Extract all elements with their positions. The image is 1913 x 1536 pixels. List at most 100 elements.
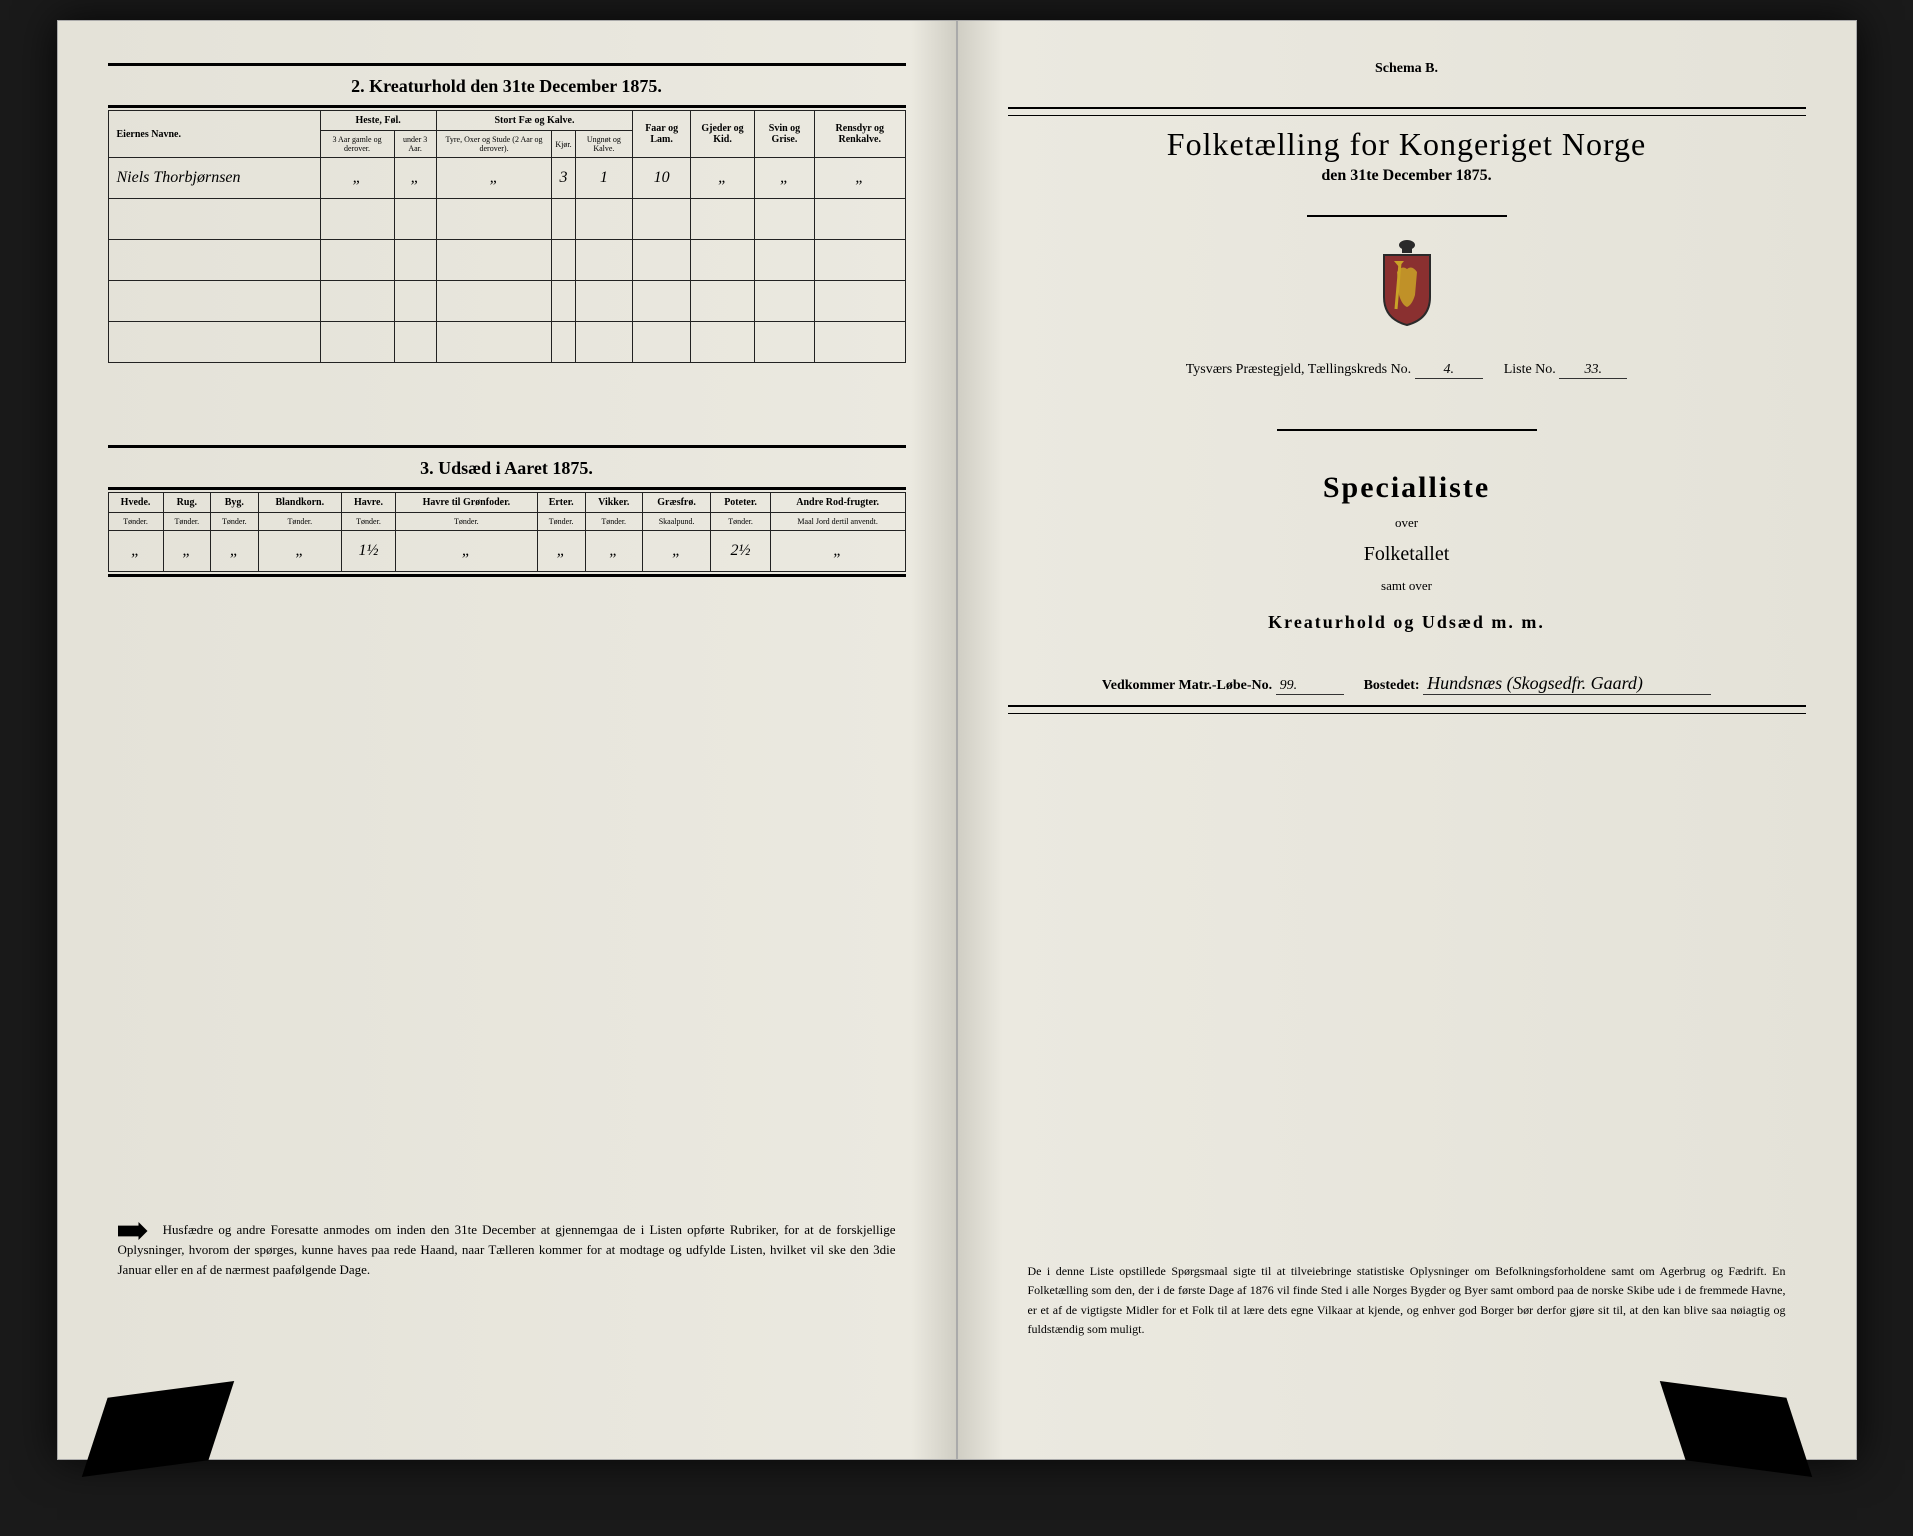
col: Vikker. [585, 493, 642, 513]
bosted-label: Bostedet: [1364, 678, 1420, 693]
binder-clip [81, 1381, 233, 1477]
rule [1008, 713, 1806, 714]
seed-unit-row: Tønder. Tønder. Tønder. Tønder. Tønder. … [108, 513, 905, 531]
unit: Tønder. [395, 513, 537, 531]
footer-text: Husfædre og andre Foresatte anmodes om i… [118, 1222, 896, 1277]
rule [108, 63, 906, 66]
right-page: Schema B. Folketælling for Kongeriget No… [957, 20, 1857, 1460]
unit: Tønder. [211, 513, 259, 531]
col-sheep: Faar og Lam. [633, 111, 691, 158]
coat-of-arms-icon [1008, 237, 1806, 332]
col-pigs: Svin og Grise. [754, 111, 814, 158]
col-reindeer: Rensdyr og Renkalve. [815, 111, 906, 158]
table-row [108, 199, 905, 240]
cell: „ [585, 531, 642, 572]
table-row: „ „ „ „ 1½ „ „ „ „ 2½ „ [108, 531, 905, 572]
unit: Tønder. [258, 513, 341, 531]
rule [1008, 705, 1806, 707]
census-title: Folketælling for Kongeriget Norge [1008, 126, 1806, 163]
unit: Skaalpund. [642, 513, 710, 531]
cell: „ [108, 531, 163, 572]
col: Græsfrø. [642, 493, 710, 513]
cell: „ [395, 531, 537, 572]
col: Hvede. [108, 493, 163, 513]
cell: „ [770, 531, 905, 572]
rule [1008, 107, 1806, 109]
table-row [108, 281, 905, 322]
table-row [108, 240, 905, 281]
col: Rug. [163, 493, 211, 513]
cell: „ [394, 158, 436, 199]
liste-label: Liste No. [1504, 362, 1556, 377]
section-2-title: 2. Kreaturhold den 31te December 1875. [108, 76, 906, 97]
specialliste-title: Specialliste [1008, 471, 1806, 505]
meta-line: Tysværs Præstegjeld, Tællingskreds No. 4… [1008, 362, 1806, 379]
sub-horses-1: 3 Aar gamle og derover. [320, 131, 394, 158]
right-footer-text: De i denne Liste opstillede Spørgsmaal s… [1028, 1262, 1786, 1339]
rule [108, 105, 906, 108]
cell: 2½ [711, 531, 771, 572]
livestock-table: Eiernes Navne. Heste, Føl. Stort Fæ og K… [108, 110, 906, 363]
rule [108, 487, 906, 490]
col: Blandkorn. [258, 493, 341, 513]
cell: „ [258, 531, 341, 572]
cell: „ [436, 158, 552, 199]
unit: Tønder. [585, 513, 642, 531]
binder-clip [1659, 1381, 1811, 1477]
matr-label: Vedkommer Matr.-Løbe-No. [1102, 678, 1272, 693]
cell: „ [211, 531, 259, 572]
unit: Tønder. [342, 513, 396, 531]
unit: Tønder. [537, 513, 585, 531]
spec-folketallet: Folketallet [1008, 543, 1806, 566]
col: Byg. [211, 493, 259, 513]
rule [1277, 429, 1537, 431]
left-footer: Husfædre og andre Foresatte anmodes om i… [118, 1180, 896, 1279]
bosted-line: Vedkommer Matr.-Løbe-No. 99. Bostedet: H… [1008, 673, 1806, 695]
cell: 1 [575, 158, 633, 199]
cell: 1½ [342, 531, 396, 572]
table-row [108, 322, 905, 363]
schema-label: Schema B. [1008, 61, 1806, 77]
rule [108, 445, 906, 448]
section-3-title: 3. Udsæd i Aaret 1875. [108, 458, 906, 479]
spec-over: over [1008, 515, 1806, 531]
cell: „ [537, 531, 585, 572]
cell: „ [320, 158, 394, 199]
col-owner: Eiernes Navne. [108, 111, 320, 158]
table-row: Niels Thorbjørnsen „ „ „ 3 1 10 „ „ „ [108, 158, 905, 199]
census-subtitle: den 31te December 1875. [1008, 167, 1806, 185]
pointing-hand-icon [118, 1222, 148, 1240]
col-group-cattle: Stort Fæ og Kalve. [436, 111, 632, 131]
col: Erter. [537, 493, 585, 513]
book-spread: 2. Kreaturhold den 31te December 1875. E… [57, 20, 1857, 1460]
meta-prefix: Tysværs Præstegjeld, Tællingskreds No. [1186, 362, 1412, 377]
unit: Maal Jord dertil anvendt. [770, 513, 905, 531]
unit: Tønder. [108, 513, 163, 531]
cell: 10 [633, 158, 691, 199]
sub-horses-2: under 3 Aar. [394, 131, 436, 158]
col: Havre. [342, 493, 396, 513]
cell: „ [815, 158, 906, 199]
unit: Tønder. [711, 513, 771, 531]
col: Poteter. [711, 493, 771, 513]
seed-table: Hvede. Rug. Byg. Blandkorn. Havre. Havre… [108, 492, 906, 572]
seed-header-row: Hvede. Rug. Byg. Blandkorn. Havre. Havre… [108, 493, 905, 513]
rule [1008, 115, 1806, 116]
sub-cattle-2: Kjør. [552, 131, 575, 158]
sub-cattle-1: Tyre, Oxer og Stude (2 Aar og derover). [436, 131, 552, 158]
sub-cattle-3: Ungnøt og Kalve. [575, 131, 633, 158]
left-page: 2. Kreaturhold den 31te December 1875. E… [57, 20, 957, 1460]
cell: „ [754, 158, 814, 199]
owner-name: Niels Thorbjørnsen [108, 158, 320, 199]
rule [1307, 215, 1507, 217]
unit: Tønder. [163, 513, 211, 531]
cell: „ [642, 531, 710, 572]
rule [108, 574, 906, 577]
matr-no: 99. [1276, 678, 1344, 695]
kreds-no: 4. [1415, 362, 1483, 379]
col-goats: Gjeder og Kid. [691, 111, 755, 158]
bosted-value: Hundsnæs (Skogsedfr. Gaard) [1423, 673, 1711, 695]
liste-no: 33. [1559, 362, 1627, 379]
spec-kreatur: Kreaturhold og Udsæd m. m. [1008, 612, 1806, 633]
cell: 3 [552, 158, 575, 199]
